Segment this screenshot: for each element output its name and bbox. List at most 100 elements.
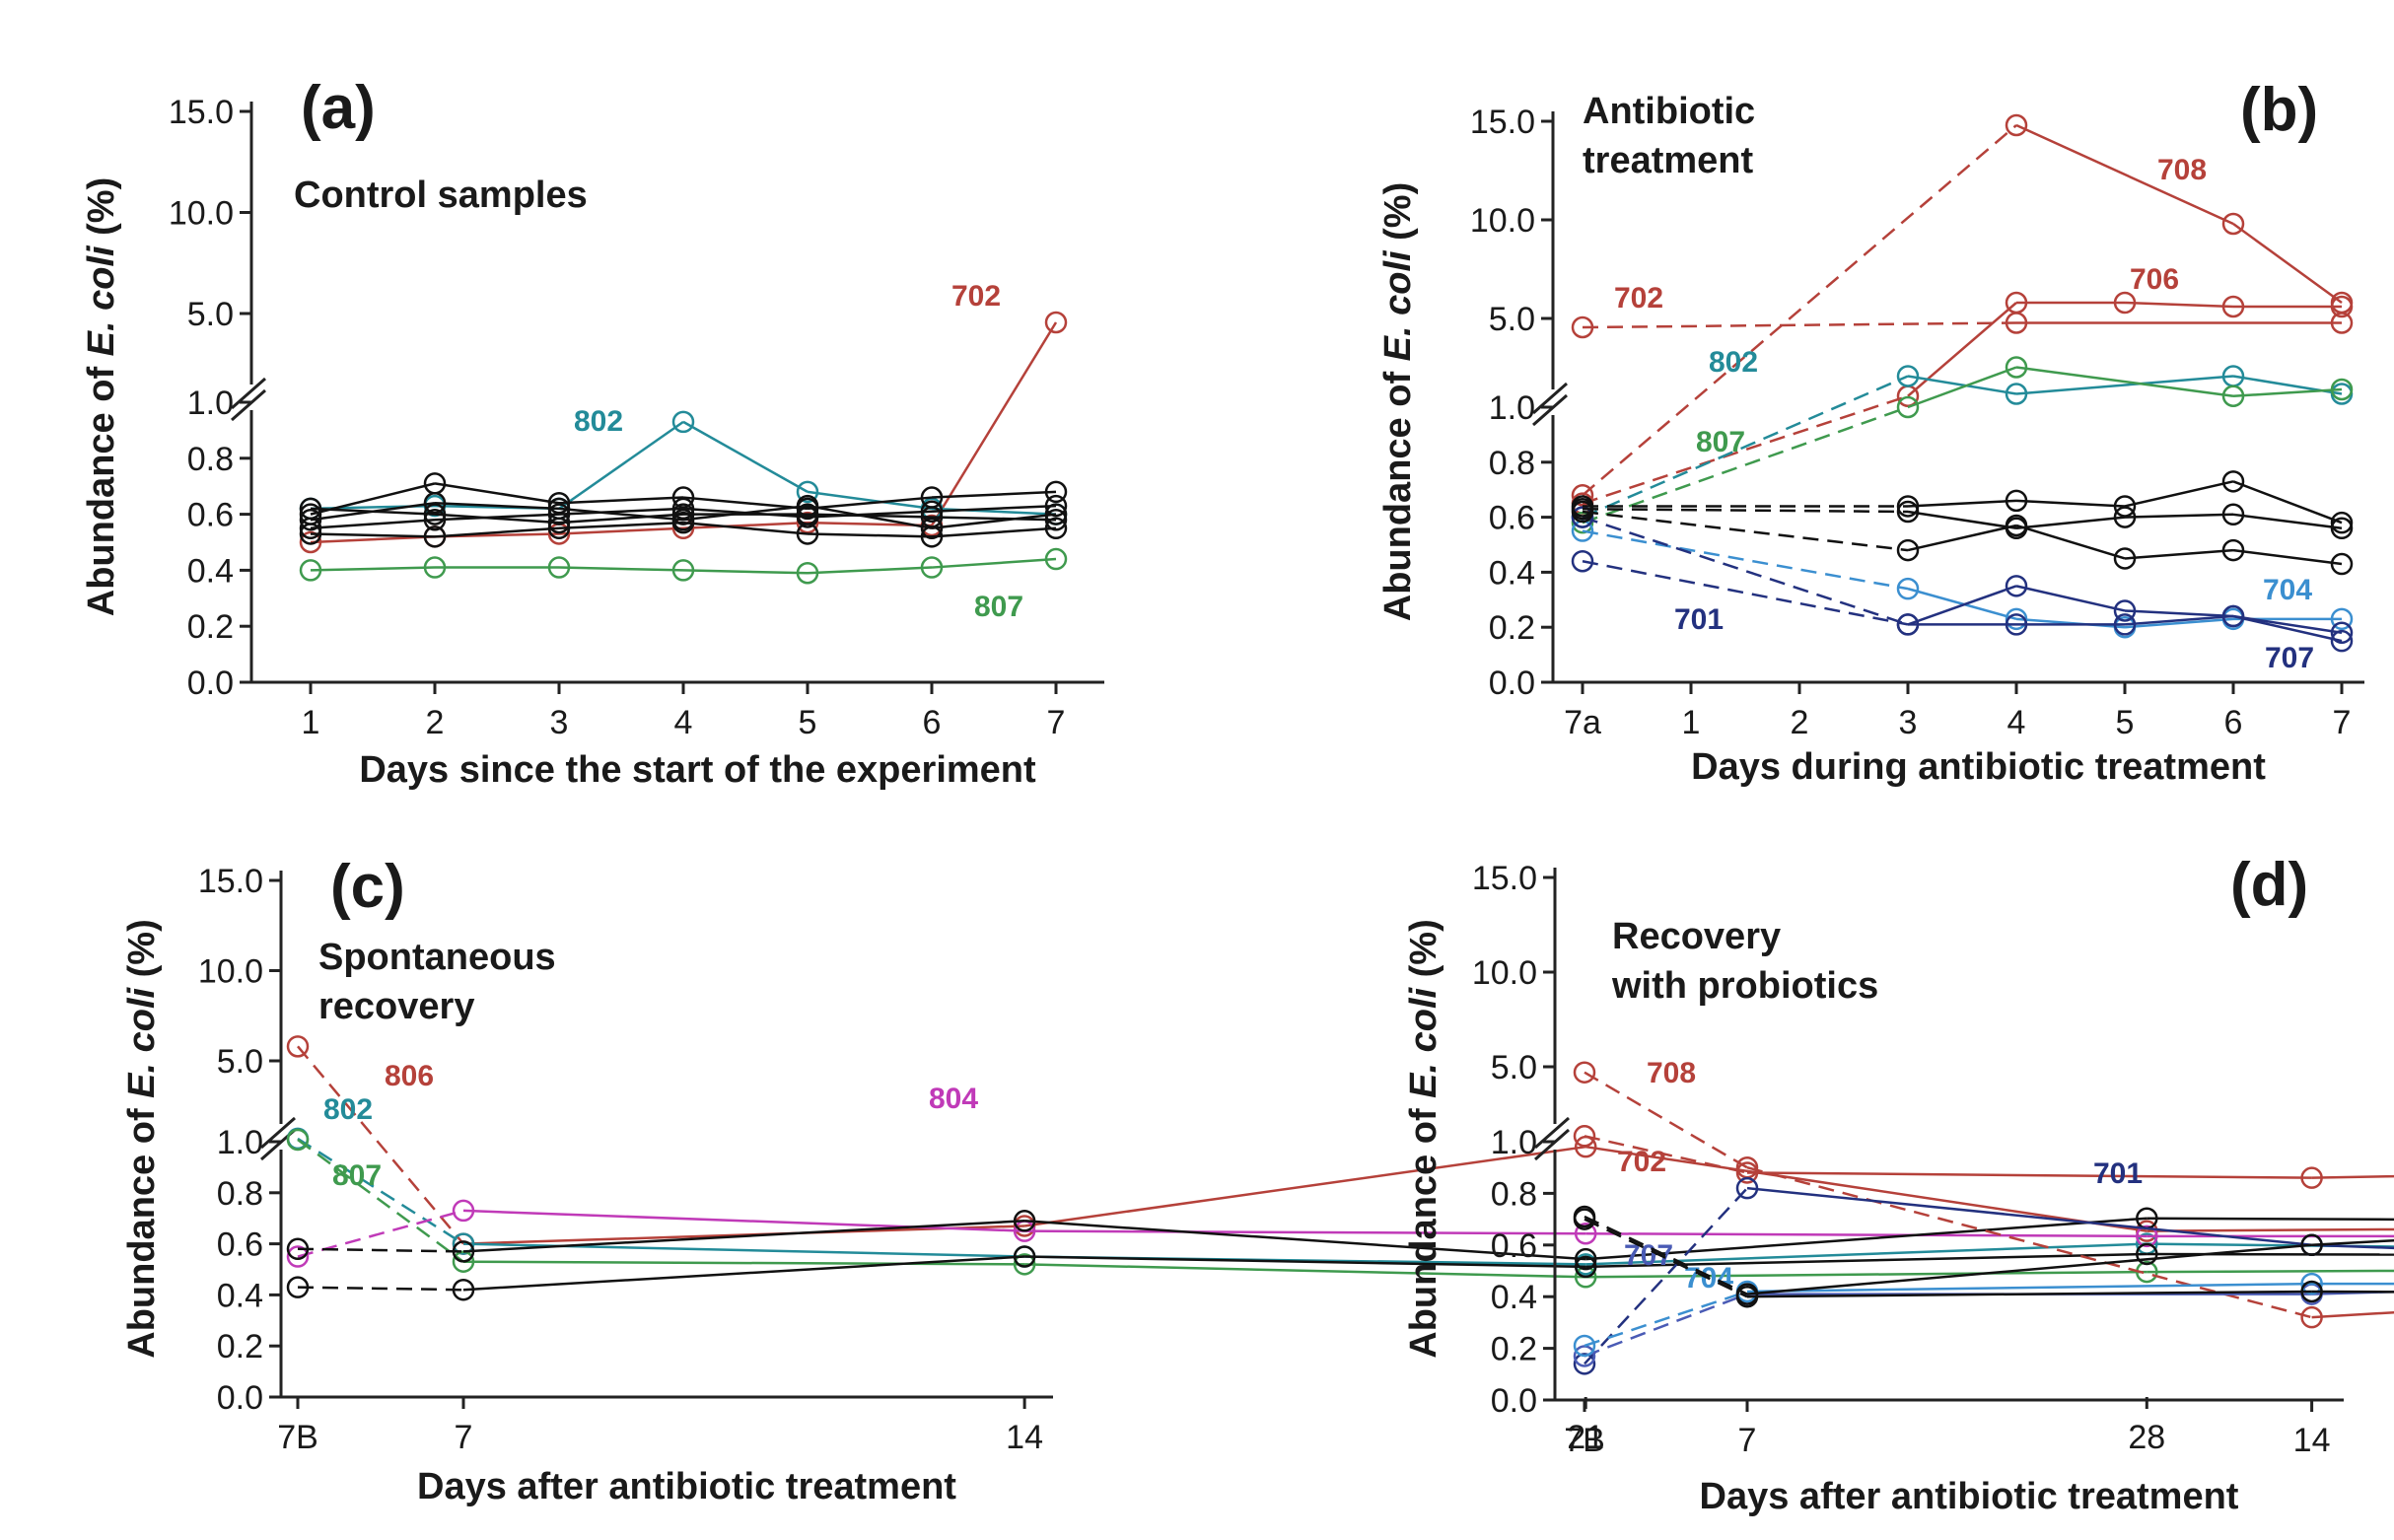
- series-segment: [1582, 394, 1909, 505]
- series-708: 708: [1571, 113, 2354, 507]
- series-segment: [434, 513, 560, 525]
- series-807: 807: [1571, 356, 2354, 534]
- data-point: [671, 559, 695, 582]
- series-segment: [558, 420, 684, 510]
- series-label-802: 802: [1709, 346, 1758, 379]
- data-point: [2330, 629, 2354, 653]
- series-p2: [1573, 1208, 2394, 1308]
- data-point: [2221, 385, 2245, 407]
- series-segment: [1585, 1217, 2148, 1261]
- data-point: [2221, 503, 2245, 526]
- y-tick-label: 0.2: [1489, 609, 1535, 647]
- series-segment: [1746, 1186, 2312, 1247]
- x-tick-label: 7: [455, 1419, 473, 1456]
- x-tick-label: 1: [1682, 704, 1701, 741]
- data-point: [1044, 509, 1068, 531]
- data-point: [1044, 311, 1068, 334]
- data-point: [2136, 1232, 2158, 1255]
- axis-break-mark: [1532, 393, 1568, 427]
- y-tick-label: 0.2: [187, 608, 234, 646]
- series-segment: [2124, 480, 2234, 508]
- panel-annotation: Control samples: [294, 175, 588, 216]
- data-point: [1044, 517, 1068, 540]
- data-point: [452, 1250, 475, 1273]
- y-tick-label: 0.8: [187, 441, 234, 478]
- data-point: [920, 500, 944, 524]
- series-segment: [1584, 1187, 1748, 1365]
- series-label-708: 708: [2157, 154, 2207, 186]
- y-tick-label: 0.4: [187, 552, 234, 590]
- series-segment: [434, 513, 560, 522]
- series-label-807: 807: [332, 1159, 382, 1192]
- data-point: [547, 503, 571, 525]
- data-point: [1896, 538, 1920, 562]
- series-segment: [1584, 1218, 1748, 1298]
- data-point: [1013, 1215, 1036, 1237]
- panel-letter: (a): [301, 74, 376, 142]
- data-point: [299, 523, 322, 545]
- data-point: [299, 559, 322, 582]
- series-segment: [807, 532, 933, 538]
- series-label-706: 706: [2130, 263, 2179, 296]
- series-segment: [1907, 499, 2017, 508]
- series-segment: [297, 1137, 464, 1245]
- series-segment: [2147, 1269, 2394, 1274]
- panel-letter: (d): [2230, 851, 2308, 919]
- series-segment: [1585, 1231, 2148, 1238]
- series-segment: [2124, 609, 2234, 618]
- series-c5: [299, 491, 1068, 540]
- data-point: [2136, 1225, 2158, 1248]
- series-segment: [1746, 1243, 2312, 1295]
- data-point: [1896, 577, 1920, 600]
- y-tick-label: 0.6: [187, 497, 234, 534]
- series-segment: [2015, 123, 2234, 226]
- series-segment: [1582, 516, 1909, 626]
- series-segment: [1582, 405, 1909, 525]
- data-point: [920, 506, 944, 528]
- series-segment: [2015, 585, 2126, 612]
- data-point: [1013, 1210, 1036, 1232]
- x-tick-label: 7B: [1564, 1422, 1605, 1459]
- y-tick-label: 0.0: [1489, 665, 1535, 702]
- series-segment: [807, 510, 933, 519]
- series-806: 806: [286, 1035, 2394, 1255]
- y-tick-label: 5.0: [1491, 1049, 1537, 1086]
- axis-break-mark: [231, 388, 266, 422]
- series-segment: [462, 1209, 1025, 1232]
- data-point: [2005, 113, 2028, 137]
- series-segment: [807, 566, 933, 575]
- series-segment: [2147, 1217, 2394, 1222]
- series-segment: [2124, 513, 2234, 519]
- series-segment: [2232, 387, 2343, 397]
- y-tick-label: 10.0: [198, 953, 263, 991]
- x-tick-label: 2: [1791, 704, 1809, 741]
- series-segment: [1584, 1290, 1748, 1348]
- series-segment: [310, 519, 436, 530]
- data-point: [1013, 1253, 1036, 1276]
- series-701: 701: [1573, 1157, 2394, 1375]
- data-point: [547, 556, 571, 579]
- data-point: [1013, 1245, 1036, 1268]
- series-708: 708: [1573, 1057, 2394, 1329]
- series-label-702: 702: [951, 280, 1001, 313]
- series-segment: [682, 496, 809, 511]
- series-segment: [682, 420, 809, 493]
- series-702: 702: [1573, 1125, 2394, 1189]
- data-point: [2113, 613, 2137, 636]
- series-segment: [931, 513, 1057, 530]
- data-point: [2300, 1272, 2323, 1295]
- data-point: [286, 1245, 310, 1268]
- series-segment: [558, 496, 684, 505]
- series-segment: [2015, 524, 2126, 560]
- series-segment: [1585, 1270, 2148, 1279]
- series-segment: [2232, 614, 2343, 635]
- series-segment: [558, 526, 684, 535]
- y-tick-label: 15.0: [169, 94, 234, 131]
- data-point: [1574, 1255, 1597, 1279]
- series-segment: [807, 490, 933, 511]
- data-point: [2005, 489, 2028, 513]
- data-point: [299, 509, 322, 531]
- series-label-701: 701: [1674, 603, 1724, 636]
- data-point: [2300, 1166, 2323, 1189]
